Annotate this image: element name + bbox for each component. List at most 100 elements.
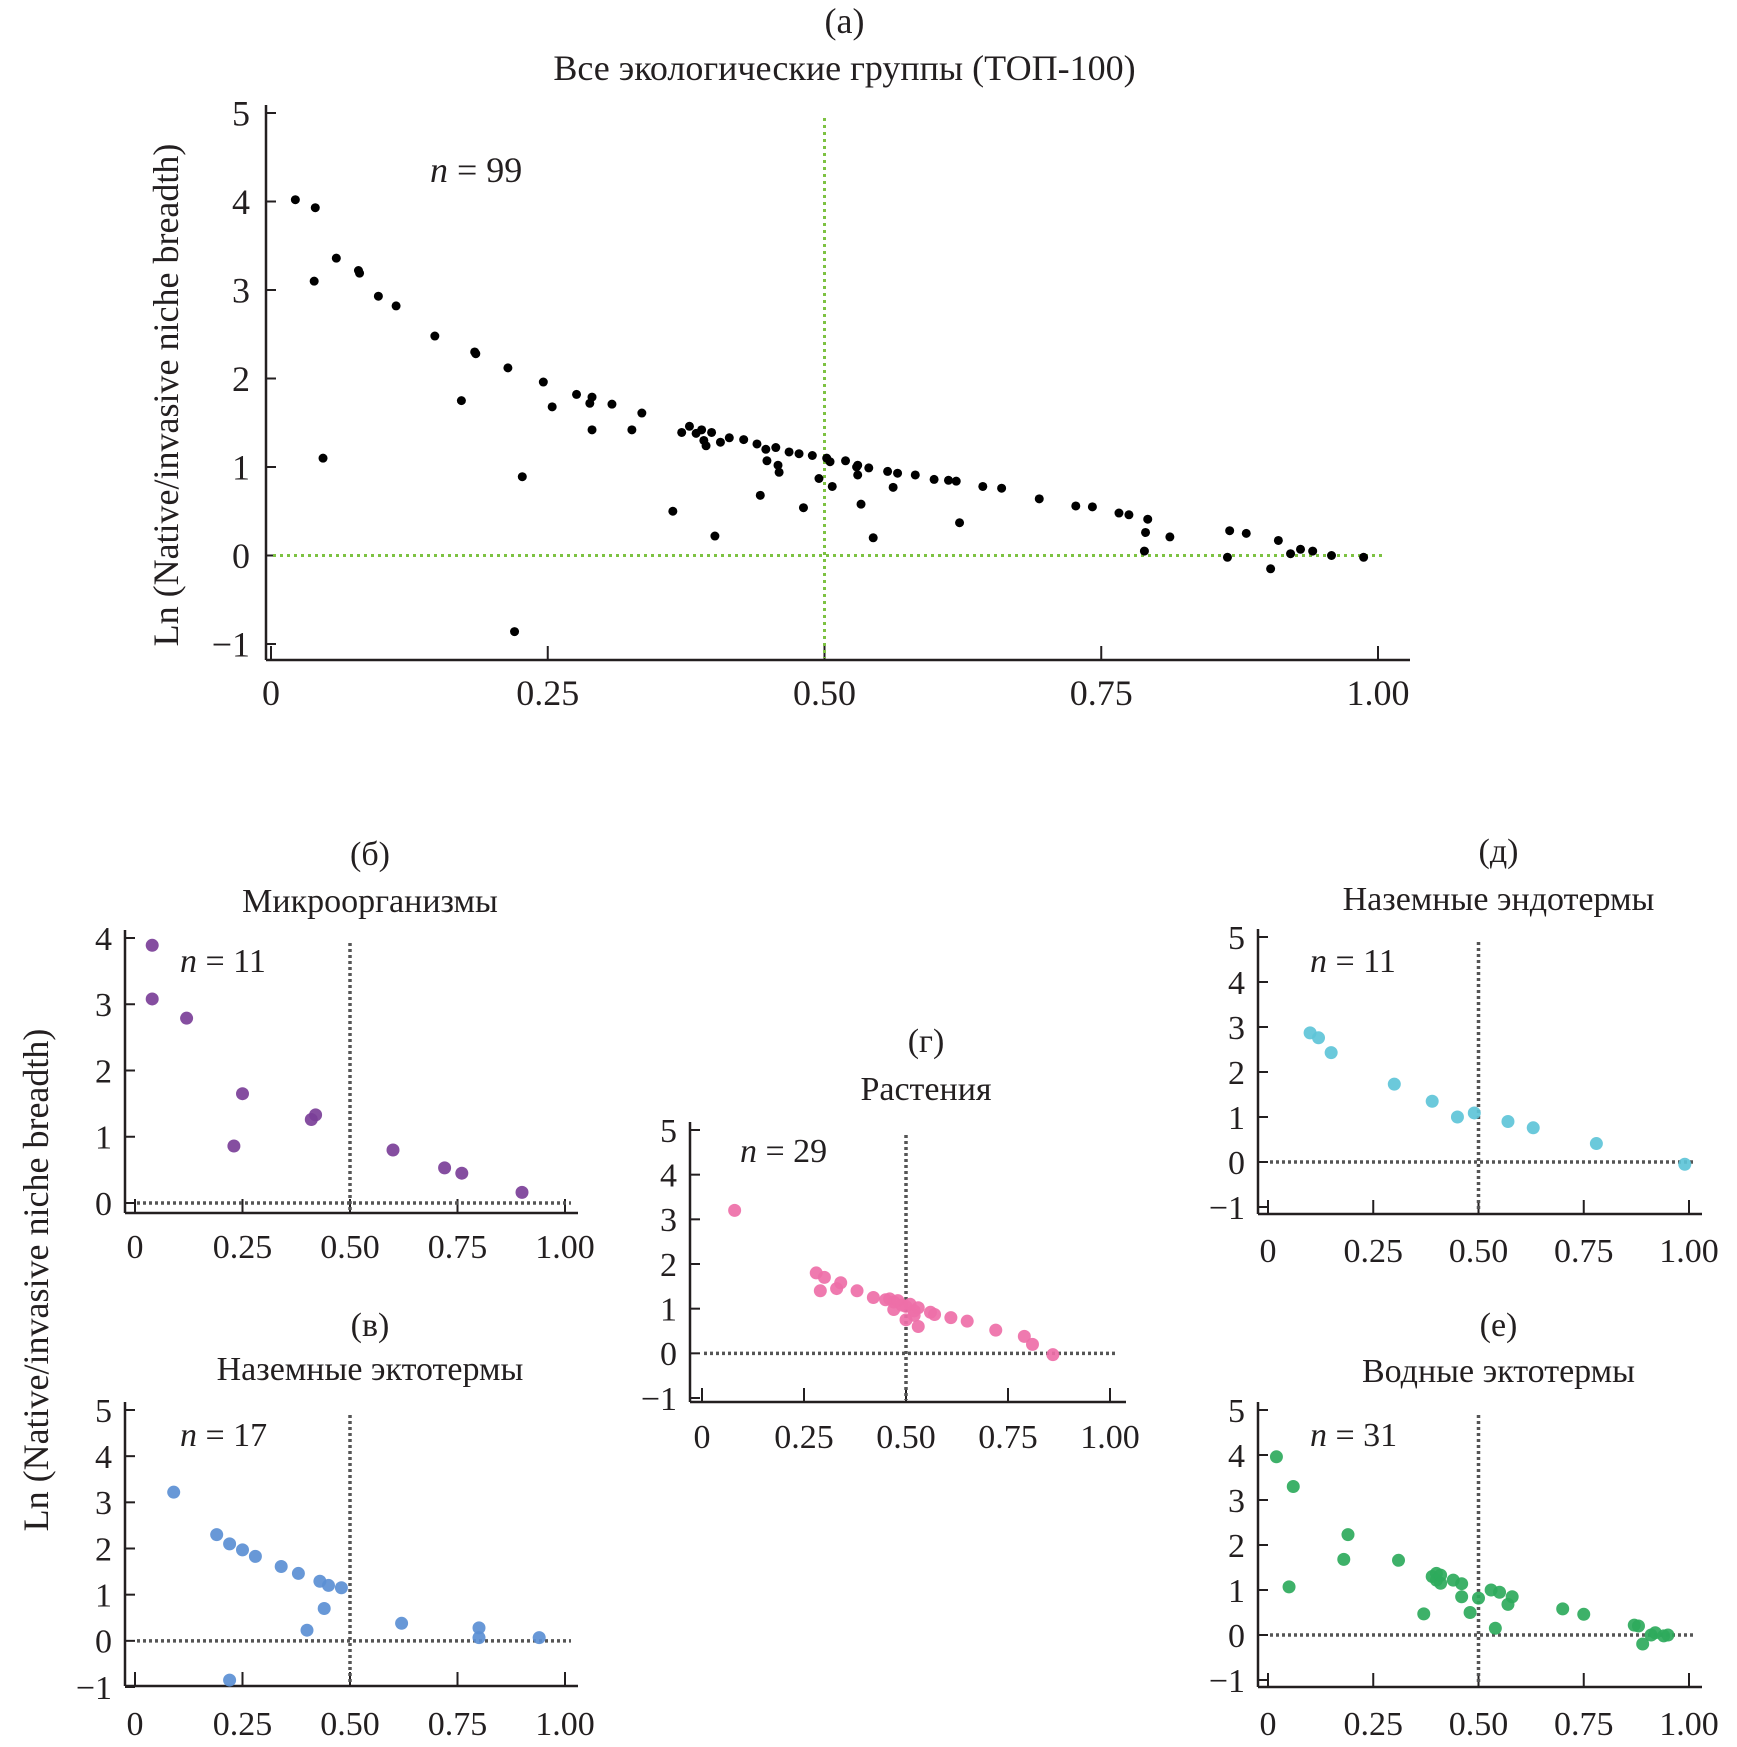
ylabel-bottom: Ln (Native/invasive niche breadth) — [16, 1029, 56, 1532]
data-point — [752, 439, 762, 449]
sample-size-label: n = 11 — [1310, 943, 1396, 980]
data-point — [944, 1311, 958, 1325]
y-tick-label: −1 — [1209, 1190, 1245, 1227]
x-tick-label: 0.25 — [516, 673, 579, 713]
y-tick-label: 5 — [1228, 920, 1245, 957]
data-point — [145, 938, 159, 952]
data-point — [928, 1307, 942, 1321]
data-point — [627, 425, 637, 435]
data-point — [1455, 1577, 1469, 1591]
data-point — [1324, 1046, 1338, 1060]
y-tick-label: 0 — [232, 536, 250, 576]
panel-label: (а) — [825, 1, 865, 41]
data-point — [547, 402, 557, 412]
data-point — [771, 443, 781, 453]
n-symbol: n — [740, 1133, 766, 1170]
data-point — [587, 392, 597, 402]
data-point — [668, 506, 678, 516]
sample-size-label: n = 29 — [740, 1133, 827, 1170]
y-tick-label: 1 — [232, 448, 250, 488]
sample-size-label: n = 17 — [180, 1417, 267, 1454]
data-point — [798, 503, 808, 513]
data-point — [1266, 564, 1276, 574]
data-point — [911, 1320, 925, 1334]
data-point — [1417, 1607, 1431, 1621]
data-point — [1165, 532, 1175, 542]
data-point — [1589, 1137, 1603, 1151]
x-tick-label: 0 — [1260, 1706, 1277, 1743]
data-point — [728, 1203, 742, 1217]
y-tick-label: 2 — [232, 359, 250, 399]
data-point — [739, 435, 749, 445]
y-tick-label: 0 — [1228, 1618, 1245, 1655]
y-tick-label: 0 — [95, 1186, 112, 1223]
y-tick-label: 2 — [1228, 1055, 1245, 1092]
data-point — [167, 1485, 181, 1499]
panel-label: (д) — [1479, 833, 1519, 870]
data-point — [868, 533, 878, 543]
data-point — [455, 1166, 469, 1180]
y-tick-label: −1 — [76, 1670, 112, 1707]
x-tick-label: 0.50 — [793, 673, 856, 713]
data-point — [334, 1581, 348, 1595]
data-point — [318, 453, 328, 463]
x-tick-label: 0 — [127, 1706, 144, 1743]
data-point — [274, 1560, 288, 1574]
x-tick-label: 1.00 — [1659, 1706, 1719, 1743]
data-point — [1387, 1077, 1401, 1091]
n-value: = 11 — [1336, 943, 1396, 980]
data-point — [1286, 1480, 1300, 1493]
data-point — [1455, 1590, 1469, 1604]
data-point — [1286, 549, 1296, 559]
data-point — [310, 203, 320, 213]
data-point — [1505, 1590, 1519, 1604]
panel-v: (в) Наземные эктотермы −1 0 1 2 3 4 5 0 0.25 0.50 0.… — [76, 1307, 595, 1743]
x-tick-label: 1.00 — [535, 1229, 595, 1266]
data-point — [1341, 1528, 1355, 1542]
x-tick-label: 0.50 — [1449, 1706, 1509, 1743]
x-tick-label: 0.50 — [876, 1419, 936, 1456]
data-point — [1425, 1094, 1439, 1108]
data-point — [762, 456, 772, 466]
n-value: = 17 — [206, 1417, 268, 1454]
n-symbol: n — [430, 150, 457, 190]
x-tick-label: 0.75 — [1554, 1233, 1614, 1270]
x-tick-label: 0.25 — [213, 1229, 273, 1266]
x-tick-label: 1.00 — [535, 1706, 595, 1743]
y-tick-label: 4 — [660, 1158, 677, 1195]
data-point — [911, 1301, 925, 1315]
x-tick-label: 0 — [694, 1419, 711, 1456]
data-point — [1636, 1637, 1650, 1651]
data-point — [978, 481, 988, 491]
data-point — [1241, 528, 1251, 538]
y-tick-label: −1 — [212, 625, 250, 665]
data-point — [331, 253, 341, 263]
y-tick-label: −1 — [641, 1381, 677, 1418]
data-point — [1501, 1115, 1515, 1128]
data-point — [223, 1673, 237, 1687]
data-point — [827, 481, 837, 491]
data-point — [910, 470, 920, 480]
data-point — [223, 1537, 237, 1551]
y-tick-label: 4 — [232, 182, 250, 222]
data-point — [1071, 501, 1081, 511]
data-point — [471, 349, 481, 359]
data-point — [1273, 535, 1283, 545]
data-point — [864, 463, 874, 473]
data-point — [807, 450, 817, 460]
data-point — [1493, 1585, 1507, 1599]
y-tick-label: 1 — [95, 1578, 112, 1615]
x-tick-label: 0.50 — [320, 1229, 380, 1266]
data-point — [503, 363, 513, 373]
panel-title: Микроорганизмы — [242, 883, 498, 920]
data-point — [1308, 546, 1318, 556]
data-point — [883, 466, 893, 476]
data-point — [1225, 526, 1235, 536]
panel-label: (б) — [350, 836, 390, 873]
data-point — [761, 444, 771, 454]
data-point — [841, 456, 851, 466]
data-point — [430, 331, 440, 341]
data-point — [572, 389, 582, 399]
x-tick-label: 0.50 — [1449, 1233, 1509, 1270]
